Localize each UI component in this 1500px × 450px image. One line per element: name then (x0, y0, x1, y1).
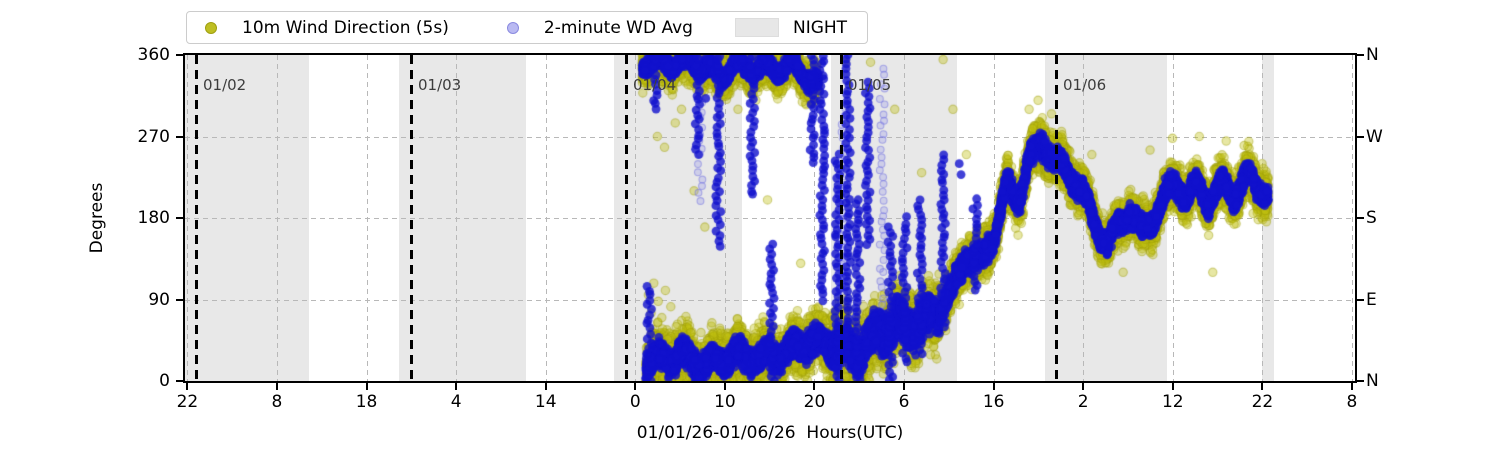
legend-label-night: NIGHT (792, 17, 848, 38)
right-tick-mark (1357, 380, 1364, 382)
y-tick-label: 90 (148, 289, 170, 310)
day-boundary-line (625, 55, 628, 381)
x-tick-label: 8 (1346, 392, 1358, 412)
y-tick-mark (176, 380, 183, 382)
x-tick-mark (1082, 383, 1084, 390)
x-tick-mark (455, 383, 457, 390)
right-tick-mark (1357, 136, 1364, 138)
right-tick-mark (1357, 299, 1364, 301)
legend: 10m Wind Direction (5s) 2-minute WD Avg … (186, 11, 869, 44)
legend-label-5s: 10m Wind Direction (5s) (242, 17, 449, 38)
day-boundary-line (840, 55, 843, 381)
x-tick-label: 0 (629, 392, 641, 412)
x-tick-mark (634, 383, 636, 390)
x-tick-label: 22 (1251, 392, 1274, 412)
legend-item-5s: 10m Wind Direction (5s) (205, 18, 449, 38)
x-tick-mark (993, 383, 995, 390)
wd-avg-marker-icon (506, 21, 519, 34)
compass-tick-label: N (1366, 45, 1379, 65)
compass-tick-label: E (1366, 289, 1377, 310)
right-tick-mark (1357, 54, 1364, 56)
right-tick-mark (1357, 217, 1364, 219)
y-axis-label: Degrees (87, 182, 107, 254)
x-tick-label: 14 (534, 392, 557, 412)
x-tick-mark (813, 383, 815, 390)
y-tick-label: 360 (137, 45, 170, 65)
day-label: 01/06 (1063, 76, 1107, 94)
legend-item-night: NIGHT (734, 17, 848, 38)
y-tick-label: 180 (137, 208, 170, 228)
x-tick-label: 20 (803, 392, 826, 412)
x-tick-mark (276, 383, 278, 390)
day-label: 01/03 (418, 76, 462, 94)
x-tick-label: 22 (176, 392, 199, 412)
legend-item-avg: 2-minute WD Avg (506, 17, 693, 38)
day-boundary-line (1055, 55, 1058, 381)
y-tick-mark (176, 136, 183, 138)
x-tick-label: 8 (271, 392, 283, 412)
y-tick-label: 0 (159, 371, 170, 391)
x-tick-mark (903, 383, 905, 390)
x-tick-mark (366, 383, 368, 390)
plot-area: 01/02 01/03 01/04 01/05 01/06 (185, 55, 1355, 381)
day-boundary-line (410, 55, 413, 381)
x-tick-label: 4 (450, 392, 462, 412)
x-tick-mark (1351, 383, 1353, 390)
x-tick-mark (1261, 383, 1263, 390)
compass-tick-label: N (1366, 371, 1379, 391)
x-tick-label: 2 (1077, 392, 1089, 412)
x-tick-mark (724, 383, 726, 390)
wind-5s-marker-icon (205, 21, 217, 34)
day-label: 01/04 (633, 76, 677, 94)
y-tick-label: 270 (137, 126, 170, 147)
x-tick-label: 16 (982, 392, 1005, 412)
x-tick-label: 12 (1161, 392, 1184, 412)
compass-tick-label: S (1366, 208, 1377, 228)
x-tick-mark (186, 383, 188, 390)
y-tick-mark (176, 299, 183, 301)
night-patch-icon (734, 18, 779, 37)
y-tick-mark (176, 217, 183, 219)
compass-tick-label: W (1366, 126, 1383, 147)
day-label: 01/05 (848, 76, 892, 94)
x-tick-mark (545, 383, 547, 390)
x-tick-label: 10 (714, 392, 736, 412)
day-label: 01/02 (203, 76, 247, 94)
x-tick-label: 18 (355, 392, 378, 412)
legend-label-avg: 2-minute WD Avg (543, 17, 693, 38)
y-tick-mark (176, 54, 183, 56)
day-boundary-line (195, 55, 198, 381)
x-tick-mark (1172, 383, 1174, 390)
x-axis-label: 01/01/26-01/06/26 Hours(UTC) (636, 423, 904, 443)
x-tick-label: 6 (898, 392, 910, 412)
wind-direction-scatter-canvas (185, 55, 1355, 381)
